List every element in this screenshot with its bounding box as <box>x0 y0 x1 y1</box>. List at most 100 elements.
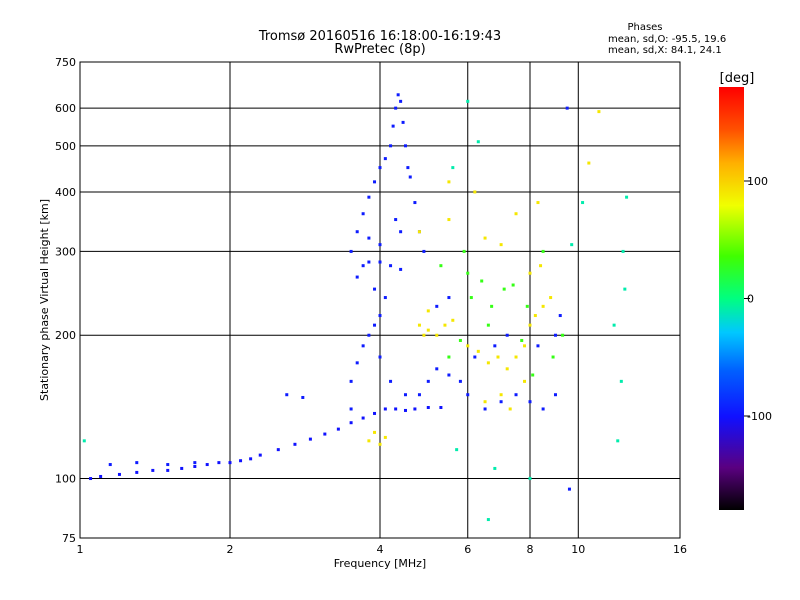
data-point <box>293 442 297 446</box>
data-point <box>394 407 398 411</box>
data-point <box>462 249 466 253</box>
data-point <box>89 477 93 481</box>
data-point <box>612 323 616 327</box>
data-point <box>383 157 387 161</box>
data-point <box>480 279 484 283</box>
colorbar-tick-label: -100 <box>747 410 772 423</box>
data-point <box>422 249 426 253</box>
data-point <box>426 328 430 332</box>
data-point <box>439 264 443 268</box>
data-point <box>367 236 371 240</box>
data-point <box>373 323 377 327</box>
data-point <box>99 474 103 478</box>
data-point <box>373 430 377 434</box>
data-point <box>383 435 387 439</box>
x-tick-label: 16 <box>673 543 687 556</box>
data-point <box>383 296 387 300</box>
data-point <box>528 271 532 275</box>
data-point <box>166 463 170 467</box>
colorbar-ticks: -100 0 100 <box>744 175 772 423</box>
data-point <box>361 344 365 348</box>
data-point <box>587 161 591 165</box>
data-point <box>541 304 545 308</box>
stats-o-line: mean, sd,O: -95.5, 19.6 <box>608 34 726 45</box>
data-point <box>553 393 557 397</box>
data-point <box>439 406 443 410</box>
data-point <box>422 333 426 337</box>
data-point <box>616 439 620 443</box>
data-point <box>458 379 462 383</box>
data-point <box>308 437 312 441</box>
data-point <box>426 379 430 383</box>
data-point <box>389 264 393 268</box>
data-point <box>466 393 470 397</box>
data-point <box>455 448 459 452</box>
data-point <box>373 411 377 415</box>
data-point <box>399 230 403 234</box>
data-point <box>361 264 365 268</box>
data-point <box>258 453 262 457</box>
data-point <box>378 442 382 446</box>
y-tick-label: 100 <box>55 473 76 486</box>
data-point <box>514 212 518 216</box>
y-tick-label: 400 <box>55 186 76 199</box>
data-point <box>549 296 553 300</box>
data-point <box>406 166 410 170</box>
data-point <box>483 236 487 240</box>
data-point <box>276 448 280 452</box>
colorbar-tick-label: 100 <box>747 175 768 188</box>
data-point <box>466 271 470 275</box>
y-tick-label: 600 <box>55 102 76 115</box>
data-point <box>378 260 382 264</box>
x-tick-label: 10 <box>571 543 585 556</box>
data-point <box>490 304 494 308</box>
data-point <box>536 344 540 348</box>
data-point <box>539 264 543 268</box>
data-point <box>451 318 455 322</box>
data-point <box>476 349 480 353</box>
data-point <box>367 439 371 443</box>
data-point <box>378 166 382 170</box>
chart-subtitle: RwPretec (8p) <box>334 42 425 57</box>
data-point <box>323 432 327 436</box>
data-point <box>483 407 487 411</box>
data-point <box>435 304 439 308</box>
data-point <box>413 201 417 205</box>
colorbar-gradient <box>719 87 744 510</box>
data-point <box>193 461 197 465</box>
data-point <box>447 218 451 222</box>
data-point <box>361 416 365 420</box>
data-point <box>514 393 518 397</box>
data-point <box>435 333 439 337</box>
data-point <box>443 323 447 327</box>
data-point <box>396 93 400 97</box>
x-tick-label: 2 <box>227 543 234 556</box>
data-point <box>458 338 462 342</box>
data-point <box>528 400 532 404</box>
data-point <box>394 106 398 110</box>
data-point <box>447 180 451 184</box>
stats-header: Phases <box>627 22 662 33</box>
colorbar-label: [deg] <box>720 71 755 86</box>
data-point <box>426 309 430 313</box>
data-point <box>367 333 371 337</box>
data-point <box>435 367 439 371</box>
data-point <box>361 212 365 216</box>
data-point <box>349 379 353 383</box>
data-point <box>553 333 557 337</box>
data-point <box>355 230 359 234</box>
data-point <box>621 249 625 253</box>
x-tick-label: 4 <box>377 543 384 556</box>
data-point <box>505 333 509 337</box>
y-axis-label: Stationary phase Virtual Height [km] <box>38 199 51 401</box>
data-point <box>581 201 585 205</box>
data-point <box>426 406 430 410</box>
stats-x-line: mean, sd,X: 84.1, 24.1 <box>608 45 722 56</box>
data-point <box>523 344 527 348</box>
data-point <box>408 175 412 179</box>
data-point <box>135 470 139 474</box>
data-point <box>108 463 112 467</box>
data-point <box>151 468 155 472</box>
data-point <box>558 314 562 318</box>
data-point <box>561 333 565 337</box>
